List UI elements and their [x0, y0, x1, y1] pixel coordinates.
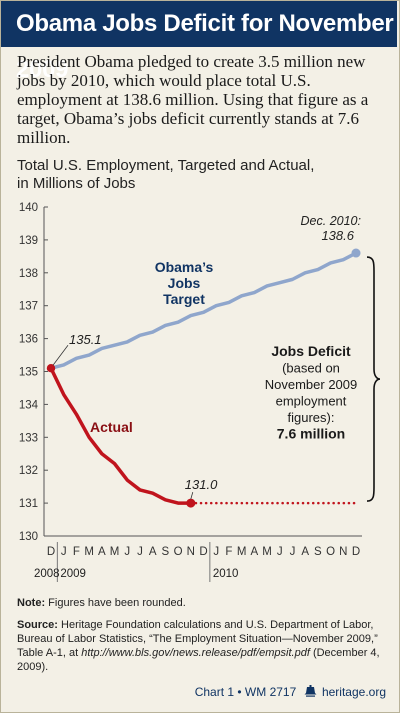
x-year-label: 2010 [213, 568, 239, 580]
chart-title: Total U.S. Employment, Targeted and Actu… [17, 157, 389, 193]
start-value-label: 135.1 [69, 332, 102, 347]
chart-note: Note: Figures have been rounded. [17, 596, 387, 610]
deficit-label: November 2009 [265, 377, 358, 392]
x-tick-label: S [314, 546, 322, 558]
start-leader-line [52, 344, 69, 366]
y-tick-label: 138 [19, 268, 38, 280]
x-tick-label: A [250, 546, 258, 558]
deficit-label: Jobs Deficit [271, 343, 351, 359]
y-tick-label: 132 [19, 465, 38, 477]
x-tick-label: M [84, 546, 94, 558]
target-end-label-line-1: Dec. 2010: [301, 214, 361, 228]
x-tick-label: A [149, 546, 157, 558]
series-line-0 [49, 251, 358, 370]
actual-end-point [186, 498, 196, 508]
y-tick-label: 130 [19, 531, 38, 543]
deficit-brace [366, 256, 381, 502]
source-label: Source: [17, 619, 58, 631]
x-tick-label: A [98, 546, 106, 558]
x-tick-label: N [339, 546, 347, 558]
x-tick-label: D [47, 546, 55, 558]
x-tick-label: M [237, 546, 247, 558]
source-date: (December 4, 2009). [17, 647, 380, 673]
x-tick-label: J [61, 546, 67, 558]
x-tick-label: J [137, 546, 143, 558]
y-tick-label: 133 [19, 432, 38, 444]
x-tick-label: D [352, 546, 360, 558]
x-tick-label: J [124, 546, 130, 558]
chart-series [46, 248, 361, 508]
target-end-point [351, 248, 361, 258]
source-text: Heritage Foundation calculations and U.S… [17, 619, 378, 659]
y-tick-label: 135 [19, 367, 38, 379]
deficit-label: employment [276, 394, 347, 409]
x-tick-label: M [262, 546, 272, 558]
chart-title-line-2: in Millions of Jobs [17, 175, 136, 192]
target-end-label-line-2: 138.6 [321, 228, 354, 243]
actual-end-label: 131.0 [185, 477, 218, 492]
note-text: Figures have been rounded. [45, 597, 186, 609]
x-tick-label: S [162, 546, 170, 558]
source-url[interactable]: http://www.bls.gov/news.release/pdf/emps… [81, 647, 310, 659]
x-tick-label: A [301, 546, 309, 558]
actual-end-leader [190, 491, 194, 500]
x-tick-label: F [225, 546, 232, 558]
x-tick-label: J [290, 546, 296, 558]
chart-annotations: 135.1 131.0 Dec. 2010:138.6 Obama’sJobsTarg… [52, 214, 381, 502]
page-title: Obama Jobs Deficit for November 2009 [1, 1, 397, 83]
y-tick-label: 137 [19, 301, 38, 313]
deficit-label: (based on [282, 361, 340, 376]
deficit-label: figures): [288, 410, 335, 425]
y-axis: 130 131 132 133 134 135 136 137 138 139 140 [19, 202, 48, 543]
x-tick-label: J [277, 546, 283, 558]
target-series-label: Obama’s [155, 259, 214, 275]
target-series-label: Target [163, 291, 205, 307]
chart-title-line-1: Total U.S. Employment, Targeted and Actu… [17, 157, 315, 174]
y-tick-label: 136 [19, 334, 38, 346]
chart-reference: Chart 1 • WM 2717 [194, 685, 297, 699]
x-year-label: 2008 [34, 568, 60, 580]
y-tick-label: 140 [19, 202, 38, 214]
site-link[interactable]: heritage.org [321, 685, 386, 699]
x-tick-label: J [213, 546, 219, 558]
actual-series-label: Actual [90, 419, 133, 435]
y-tick-label: 134 [19, 399, 39, 411]
footer: Chart 1 • WM 2717 heritage.org [195, 685, 386, 699]
x-tick-label: F [73, 546, 80, 558]
liberty-bell-icon [304, 685, 317, 697]
y-tick-label: 139 [19, 235, 38, 247]
y-tick-label: 131 [19, 498, 38, 510]
intro-text: President Obama pledged to create 3.5 mi… [17, 52, 369, 147]
x-tick-label: N [187, 546, 195, 558]
deficit-label: 7.6 million [277, 426, 345, 442]
x-year-label: 2009 [60, 568, 86, 580]
target-series-label: Jobs [168, 275, 201, 291]
x-tick-label: D [199, 546, 207, 558]
chart-source: Source: Heritage Foundation calculations… [17, 618, 387, 674]
note-label: Note: [17, 597, 46, 609]
start-point [46, 364, 56, 373]
x-tick-label: M [110, 546, 120, 558]
series-line-1 [49, 366, 193, 505]
x-tick-label: O [174, 546, 183, 558]
x-tick-label: O [326, 546, 335, 558]
